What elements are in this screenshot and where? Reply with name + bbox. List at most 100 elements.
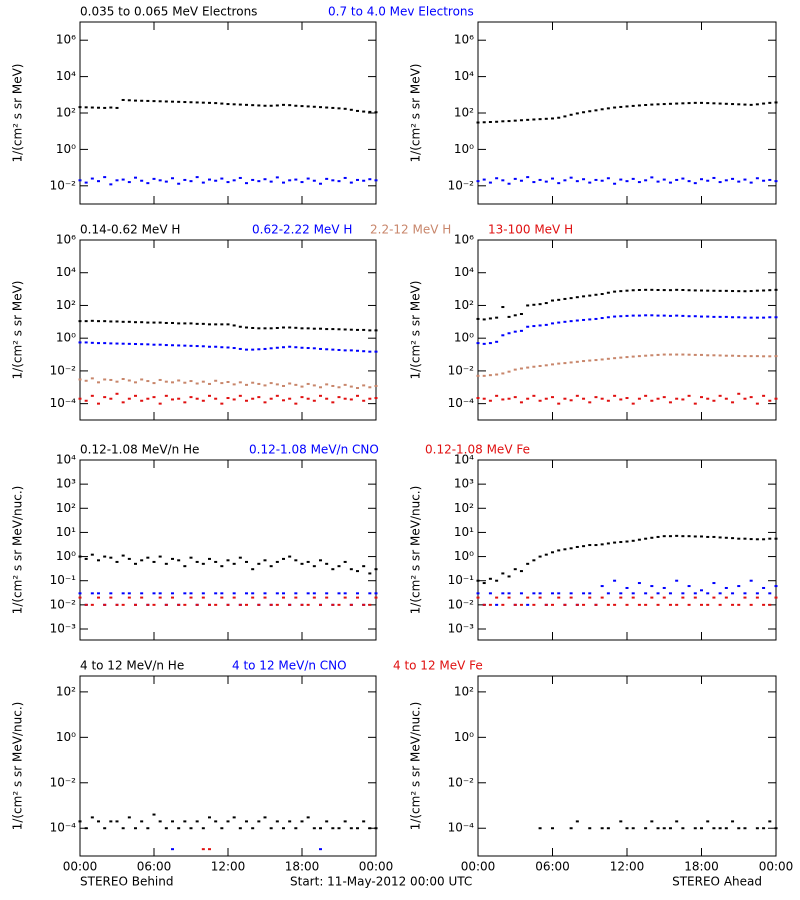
data-point [488, 577, 492, 580]
data-point [97, 402, 100, 405]
data-point [90, 553, 94, 556]
x-tick-label: 00:00 [359, 860, 394, 874]
data-point [662, 827, 666, 830]
data-point [214, 560, 218, 563]
data-point [749, 103, 753, 106]
data-point [700, 289, 703, 292]
data-point [755, 103, 759, 106]
data-point [356, 570, 359, 573]
data-point [625, 397, 629, 400]
data-point [183, 820, 187, 823]
data-point [476, 592, 480, 595]
data-point [687, 289, 691, 292]
data-point [158, 179, 162, 182]
y-tick-label: 10⁰ [454, 331, 474, 345]
footer-right: STEREO Ahead [672, 875, 762, 889]
data-point [551, 322, 554, 325]
data-point [208, 101, 211, 104]
data-point [662, 103, 666, 106]
data-point [681, 353, 685, 356]
data-point [631, 592, 635, 595]
data-point [97, 320, 100, 323]
data-point [687, 535, 691, 538]
data-point [762, 538, 766, 541]
data-point [158, 555, 162, 558]
data-point [282, 384, 285, 387]
data-point [768, 592, 772, 595]
data-point [495, 394, 499, 397]
data-point [103, 603, 107, 606]
data-point [526, 304, 530, 307]
data-point [109, 320, 113, 323]
y-tick-label: 10⁻² [448, 597, 475, 611]
data-point [557, 321, 561, 324]
data-point [164, 562, 168, 565]
y-axis-label: 1/(cm² s sr MeV) [409, 281, 423, 380]
data-point [220, 382, 224, 385]
data-point [84, 557, 88, 560]
data-point [220, 592, 224, 595]
data-point [195, 820, 199, 823]
data-point [551, 396, 554, 399]
data-point [743, 103, 747, 106]
data-point [356, 178, 359, 181]
data-point [737, 180, 741, 183]
data-point [97, 342, 100, 345]
data-point [724, 179, 728, 182]
data-point [294, 592, 298, 595]
data-point [306, 105, 310, 108]
data-point [90, 341, 94, 344]
data-point [538, 399, 542, 402]
data-point [127, 397, 131, 400]
legend-entry: 0.12-1.08 MeV/n He [80, 443, 199, 457]
data-point [245, 326, 248, 329]
data-point [214, 379, 218, 382]
data-point [718, 181, 722, 184]
x-tick-label: 12:00 [211, 860, 246, 874]
data-point [613, 290, 617, 293]
data-point [214, 323, 218, 326]
data-point [544, 302, 548, 305]
data-point [319, 386, 322, 389]
data-point [282, 827, 285, 830]
data-point [183, 603, 187, 606]
data-point [588, 827, 592, 830]
data-point [706, 535, 710, 538]
legend-entry: 2.2-12 MeV H [370, 223, 451, 237]
data-point [600, 108, 604, 111]
data-point [356, 592, 359, 595]
data-point [613, 357, 617, 360]
data-point [121, 592, 125, 595]
data-point [495, 373, 499, 376]
data-point [306, 603, 310, 606]
y-tick-label: 10⁴ [56, 453, 76, 467]
data-point [712, 827, 716, 830]
data-point [374, 384, 378, 387]
data-point [158, 100, 162, 103]
data-point [637, 603, 641, 606]
data-point [625, 105, 629, 108]
data-point [269, 565, 273, 568]
data-point [356, 827, 359, 830]
data-point [762, 603, 766, 606]
data-point [78, 592, 82, 595]
data-point [507, 120, 511, 123]
data-point [718, 102, 722, 105]
data-point [115, 320, 119, 323]
data-point [195, 176, 199, 179]
data-point [331, 603, 335, 606]
data-point [195, 397, 199, 400]
data-point [226, 323, 230, 326]
data-point [681, 288, 685, 291]
data-point [476, 374, 480, 377]
data-point [681, 177, 685, 180]
data-point [121, 554, 125, 557]
data-point [706, 102, 710, 105]
x-tick-label: 06:00 [137, 860, 172, 874]
data-point [368, 386, 372, 389]
data-point [331, 827, 335, 830]
data-point [644, 179, 648, 182]
data-point [637, 355, 641, 358]
y-tick-label: 10⁴ [56, 265, 76, 279]
data-point [201, 345, 205, 348]
